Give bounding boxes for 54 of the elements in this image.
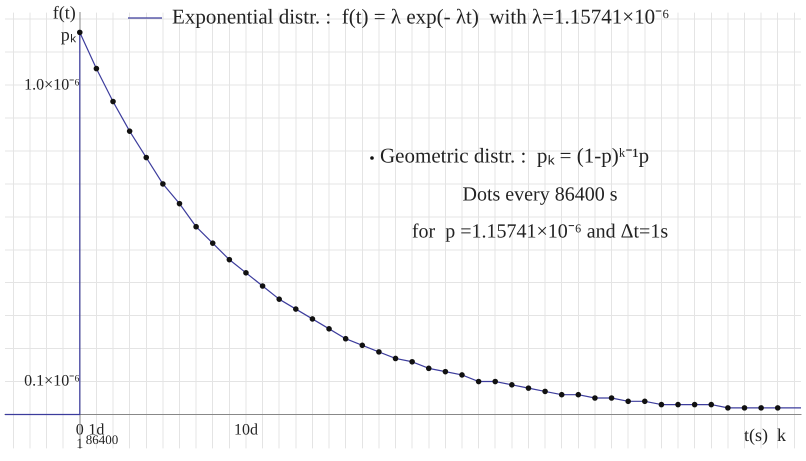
point (625, 398, 631, 404)
point (675, 402, 681, 408)
point (592, 395, 598, 401)
annotation: for p =1.15741×10⁻⁶ and Δt=1s (412, 220, 668, 242)
point (293, 306, 299, 312)
point (210, 240, 216, 246)
point (576, 392, 582, 398)
annotation: Dots every 86400 s (462, 183, 618, 206)
point (409, 358, 415, 365)
point (658, 402, 664, 408)
point (426, 366, 432, 372)
y-tick-label: 0.1×10⁻⁶ (24, 372, 80, 390)
point (708, 402, 714, 408)
point (642, 398, 648, 404)
point (758, 405, 764, 411)
point (526, 385, 532, 391)
annotation: 1 (76, 437, 84, 452)
point (193, 224, 199, 230)
point (492, 378, 498, 384)
point (692, 402, 698, 408)
legend-label: Exponential distr. : f(t) = λ exp(- λt) with λ=1.15741×10⁻⁶ (172, 4, 670, 29)
legend-label: Geometric distr. : pₖ = (1-p)ᵏ⁻¹p (380, 144, 650, 168)
point (725, 405, 731, 411)
point (310, 316, 316, 322)
point (143, 154, 150, 160)
point (176, 200, 182, 206)
point (76, 30, 83, 36)
x-tick-label: 10d (234, 421, 258, 438)
point (160, 181, 166, 187)
point (558, 392, 564, 398)
point (342, 336, 348, 342)
point (94, 66, 100, 72)
point (376, 349, 382, 355)
point (126, 128, 132, 134)
x-axis-title: t(s) k (744, 425, 786, 446)
point (459, 372, 465, 378)
point (509, 382, 515, 388)
point (110, 98, 116, 104)
point (442, 368, 448, 374)
point (276, 296, 282, 302)
point (326, 326, 332, 332)
point (243, 270, 249, 276)
point (226, 256, 232, 262)
point (476, 378, 482, 384)
y-axis-title: f(t) pₖ (52, 2, 77, 45)
point (542, 388, 548, 394)
point (774, 405, 781, 411)
point (359, 342, 366, 348)
point (260, 283, 266, 289)
point (608, 395, 614, 401)
point (392, 356, 398, 362)
point (742, 405, 748, 411)
x-tick-label: 0 (76, 421, 84, 438)
y-tick-label: 1.0×10⁻⁶ (24, 76, 80, 94)
